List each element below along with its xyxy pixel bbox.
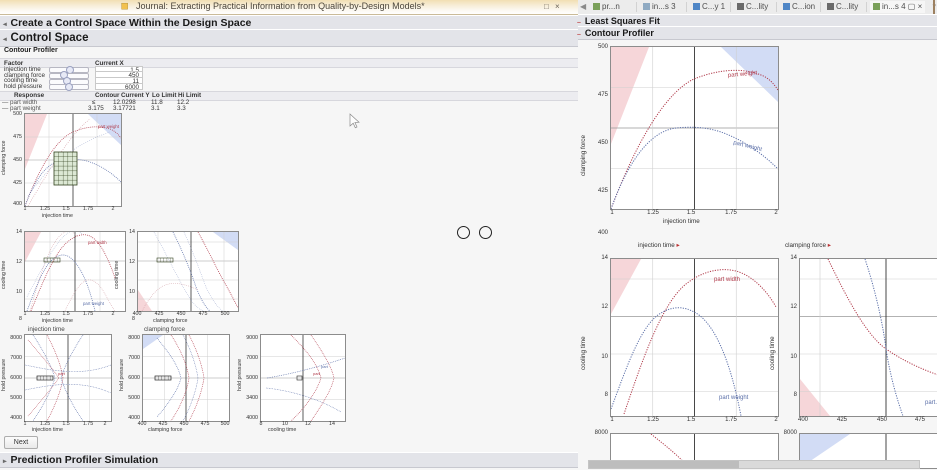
svg-text:part width: part width — [714, 277, 740, 283]
svg-text:part: part — [58, 371, 66, 376]
svg-text:part: part — [313, 371, 321, 376]
svg-text:part...: part... — [925, 400, 937, 406]
svg-text:part width: part width — [88, 240, 107, 245]
svg-text:part weight: part weight — [733, 140, 763, 153]
svg-text:part: part — [321, 364, 329, 369]
svg-text:part weight: part weight — [719, 395, 749, 401]
svg-text:part weight: part weight — [83, 301, 105, 306]
svg-text:part weight: part weight — [98, 124, 120, 129]
